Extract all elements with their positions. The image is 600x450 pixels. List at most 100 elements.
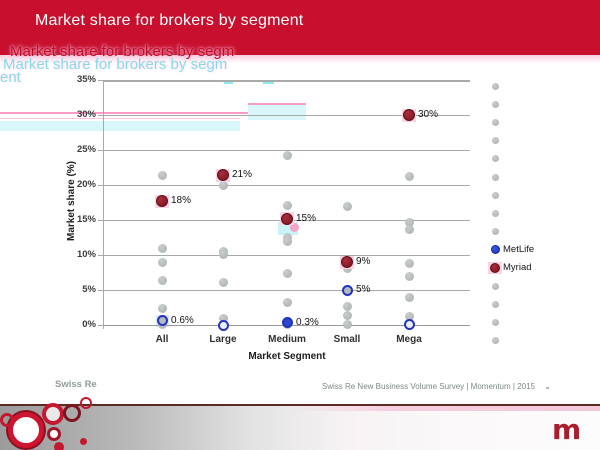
ghost-title-cyan-wrap: ent bbox=[0, 69, 21, 86]
footer-gradient-band bbox=[0, 406, 600, 450]
decor-circle-white bbox=[47, 427, 61, 441]
gray-dot bbox=[282, 269, 292, 279]
artifact-cyan-dash bbox=[224, 82, 233, 84]
legend-gray-dot bbox=[491, 337, 499, 345]
legend-gray-dot bbox=[491, 282, 499, 290]
legend-gray-dot bbox=[491, 173, 499, 181]
y-axis-tick bbox=[98, 115, 103, 116]
x-axis-title: Market Segment bbox=[248, 351, 326, 362]
y-axis-tick bbox=[98, 150, 103, 151]
legend-label-myriad: Myriad bbox=[503, 262, 532, 273]
gray-dot bbox=[404, 293, 414, 303]
metlife-dot-large bbox=[217, 319, 229, 331]
data-label-myriad: 18% bbox=[171, 195, 192, 207]
artifact-cyan-dash-2 bbox=[263, 82, 274, 84]
y-tick-label: 20% bbox=[76, 179, 96, 190]
y-tick-label: 0% bbox=[82, 319, 96, 330]
data-label-metlife: 0.6% bbox=[171, 314, 194, 326]
myriad-dot-small bbox=[341, 256, 353, 268]
legend-gray-dot bbox=[491, 137, 499, 145]
legend-gray-dot bbox=[491, 155, 499, 163]
decor-circle-large bbox=[8, 412, 44, 448]
legend-gray-dot bbox=[491, 118, 499, 126]
y-axis-line bbox=[103, 80, 104, 329]
header-pink-glow bbox=[0, 55, 600, 63]
y-tick-label: 30% bbox=[76, 109, 96, 120]
gray-dot bbox=[157, 303, 167, 313]
y-axis-tick bbox=[98, 80, 103, 81]
gray-dot bbox=[157, 275, 167, 285]
legend-gray-dot bbox=[491, 228, 499, 236]
gray-dot bbox=[404, 224, 414, 234]
gray-dot bbox=[342, 301, 352, 311]
gray-dot bbox=[157, 170, 167, 180]
y-tick-label: 15% bbox=[76, 214, 96, 225]
gray-dot bbox=[218, 313, 228, 323]
grid-line bbox=[103, 150, 470, 151]
gray-dot bbox=[282, 298, 292, 308]
gray-dot bbox=[218, 181, 228, 191]
myriad-dot-all bbox=[156, 195, 168, 208]
y-axis-tick bbox=[98, 185, 103, 186]
x-category-label: Mega bbox=[396, 334, 422, 345]
legend-myriad-dot bbox=[490, 263, 500, 273]
x-category-label: Medium bbox=[268, 334, 306, 345]
footer-pink-strip bbox=[290, 406, 600, 411]
slide-title: Market share for brokers by segment bbox=[35, 12, 304, 29]
gray-dot bbox=[282, 151, 292, 161]
gray-dot bbox=[342, 202, 352, 212]
x-category-label: All bbox=[155, 334, 169, 345]
myriad-dot-large bbox=[217, 169, 229, 182]
grid-line bbox=[103, 290, 470, 291]
decor-circle-ring-dark bbox=[63, 404, 81, 422]
legend-gray-dot bbox=[491, 209, 499, 217]
footer-divider-line bbox=[0, 404, 600, 406]
footer-brand: Swiss Re bbox=[55, 379, 97, 390]
legend-metlife-dot bbox=[490, 245, 500, 255]
gray-dot bbox=[282, 236, 292, 246]
y-tick-label: 25% bbox=[76, 144, 96, 155]
gray-dot bbox=[404, 258, 414, 268]
myriad-dot-medium bbox=[281, 212, 293, 225]
decor-circle-edge bbox=[0, 413, 14, 427]
gray-dot bbox=[218, 277, 228, 287]
gray-dot bbox=[157, 258, 167, 268]
metlife-dot-all bbox=[156, 315, 168, 327]
grid-line bbox=[103, 115, 470, 116]
legend-gray-dot bbox=[491, 82, 499, 90]
artifact-cyan-band-2 bbox=[248, 104, 306, 120]
y-tick-label: 35% bbox=[76, 74, 96, 85]
decor-circle-ring bbox=[42, 403, 64, 425]
decor-circle-filled bbox=[54, 442, 64, 450]
y-axis-tick bbox=[98, 255, 103, 256]
grid-line bbox=[103, 255, 470, 256]
header-bar: Market share for brokers by segment bbox=[0, 0, 600, 55]
data-label-myriad: 9% bbox=[356, 256, 371, 267]
gray-dot bbox=[157, 244, 167, 254]
artifact-pink-line bbox=[0, 112, 303, 114]
data-label-myriad: 30% bbox=[418, 109, 439, 120]
artifact-pink-line-3 bbox=[248, 103, 306, 105]
decor-circle-filled-small bbox=[80, 438, 87, 445]
grid-line bbox=[103, 185, 470, 186]
artifact-pink-line-2 bbox=[0, 118, 240, 119]
metlife-dot-mega bbox=[403, 318, 415, 330]
data-label-myriad: 15% bbox=[296, 212, 317, 224]
grid-line bbox=[103, 80, 470, 82]
gray-dot bbox=[342, 310, 352, 320]
y-tick-label: 5% bbox=[82, 284, 96, 295]
legend-gray-dot bbox=[491, 300, 499, 308]
y-axis-tick bbox=[98, 220, 103, 221]
data-label-metlife: 5% bbox=[356, 284, 371, 295]
gray-dot bbox=[218, 249, 228, 259]
ghost-title-red: Market share for brokers by segm bbox=[10, 43, 235, 60]
y-axis-title: Market share (%) bbox=[66, 160, 77, 242]
x-category-label: Large bbox=[209, 334, 237, 345]
momentum-logo: m bbox=[552, 413, 581, 446]
y-axis-tick bbox=[98, 325, 103, 326]
gray-dot bbox=[342, 319, 352, 329]
gray-dot bbox=[404, 271, 414, 281]
metlife-dot-small bbox=[341, 284, 353, 296]
artifact-cyan-band bbox=[0, 121, 240, 131]
